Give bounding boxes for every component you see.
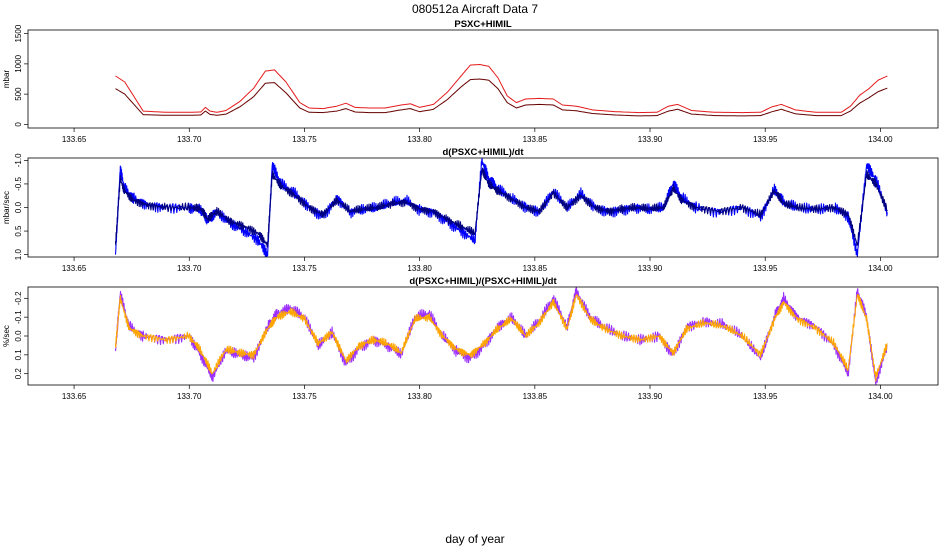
x-tick-label: 134.00: [868, 264, 893, 273]
x-tick-label: 134.00: [868, 392, 893, 401]
x-tick-label: 133.75: [292, 135, 317, 144]
x-tick-label: 133.90: [638, 392, 663, 401]
y-axis-label: mbar: [2, 70, 11, 89]
y-tick-label: -0.1: [14, 310, 23, 324]
x-tick-label: 133.85: [523, 392, 548, 401]
x-tick-label: 133.70: [177, 392, 202, 401]
x-tick-label: 133.65: [62, 392, 87, 401]
y-tick-label: 0: [14, 122, 23, 127]
y-tick-label: -0.5: [14, 176, 23, 190]
figure-title: 080512a Aircraft Data 7: [412, 2, 538, 16]
series-line-2: [114, 293, 888, 382]
y-tick-label: 0.1: [14, 349, 23, 361]
y-axis-label: %/sec: [2, 325, 11, 347]
y-tick-label: 1000: [14, 54, 23, 72]
series-line-1: [114, 158, 888, 257]
plot-area: [114, 158, 888, 257]
panels: PSXC+HIMIL mbar 133.65 133.70 133.75 133.80 13…: [2, 19, 939, 401]
figure-xlabel: day of year: [445, 532, 504, 546]
x-tick-label: 133.70: [177, 135, 202, 144]
plot-area: [114, 287, 888, 385]
y-tick-label: 0.2: [14, 368, 23, 380]
x-tick-label: 133.65: [62, 264, 87, 273]
series-line-2: [114, 167, 888, 248]
x-tick-label: 134.00: [868, 135, 893, 144]
series-line-2: [115, 78, 888, 117]
chart-panel-3: d(PSXC+HIMIL)/(PSXC+HIMIL)/dt %/sec 133.65…: [2, 276, 939, 401]
x-tick-label: 133.90: [638, 135, 663, 144]
panel-title: d(PSXC+HIMIL)/dt: [442, 147, 524, 158]
x-tick-label: 133.80: [407, 392, 432, 401]
chart-panel-2: d(PSXC+HIMIL)/dt mbar/sec 133.65 133.70 133.…: [2, 147, 939, 273]
plot-frame: [27, 29, 939, 129]
y-tick-label: -0.2: [14, 291, 23, 305]
x-tick-label: 133.75: [292, 264, 317, 273]
x-tick-label: 133.95: [753, 135, 778, 144]
y-tick-label: 1.0: [14, 249, 23, 261]
y-tick-label: 0.0: [14, 330, 23, 342]
x-tick-label: 133.65: [62, 135, 87, 144]
chart-panel-1: PSXC+HIMIL mbar 133.65 133.70 133.75 133.80 13…: [2, 19, 939, 144]
plot-frame: [27, 286, 939, 386]
x-tick-label: 133.80: [407, 264, 432, 273]
panel-title: d(PSXC+HIMIL)/(PSXC+HIMIL)/dt: [409, 276, 557, 287]
x-tick-label: 133.70: [177, 264, 202, 273]
x-tick-label: 133.85: [523, 135, 548, 144]
x-tick-label: 133.80: [407, 135, 432, 144]
y-tick-label: 500: [14, 87, 23, 101]
y-tick-label: 1500: [14, 24, 23, 42]
series-line-1: [115, 64, 888, 114]
panel-title: PSXC+HIMIL: [454, 19, 511, 30]
series-line-1: [114, 287, 888, 385]
y-tick-label: 0.5: [14, 225, 23, 237]
y-tick-label: -1.0: [14, 153, 23, 167]
x-tick-label: 133.90: [638, 264, 663, 273]
y-tick-label: 0.0: [14, 201, 23, 213]
plot-area: [115, 64, 888, 117]
x-tick-label: 133.95: [753, 392, 778, 401]
x-tick-label: 133.85: [523, 264, 548, 273]
x-tick-label: 133.75: [292, 392, 317, 401]
x-tick-label: 133.95: [753, 264, 778, 273]
y-axis-label: mbar/sec: [2, 191, 11, 224]
